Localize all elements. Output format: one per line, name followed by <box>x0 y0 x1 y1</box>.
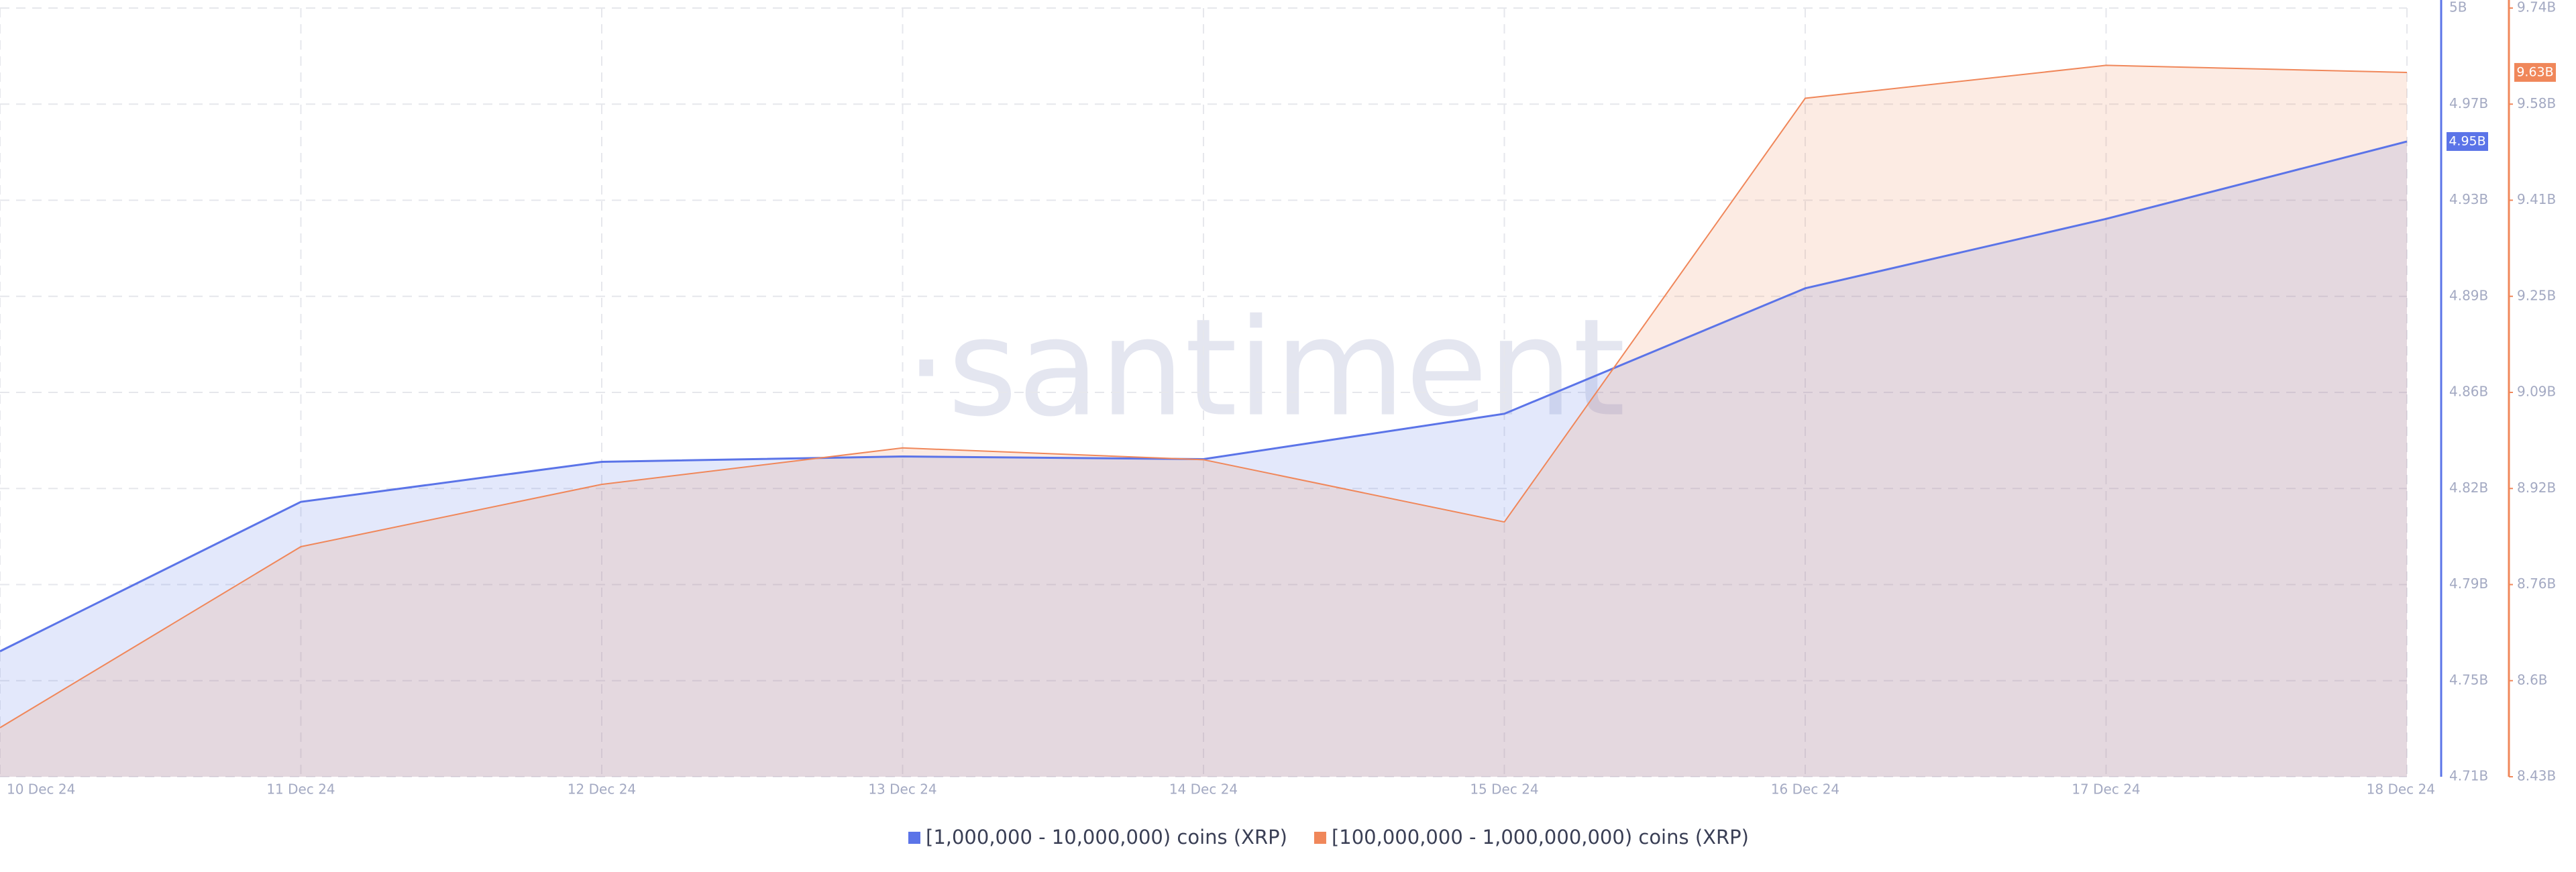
y-tick-label: 4.79B <box>2449 576 2488 592</box>
x-tick-label: 17 Dec 24 <box>2072 781 2140 798</box>
y2-tick-label: 9.09B <box>2517 384 2556 400</box>
y-tick-label: 4.86B <box>2449 384 2488 400</box>
x-tick-label: 13 Dec 24 <box>868 781 936 798</box>
y-tick-label: 4.75B <box>2449 671 2488 688</box>
x-tick-label: 15 Dec 24 <box>1470 781 1538 798</box>
legend-label: [1,000,000 - 10,000,000) coins (XRP) <box>926 826 1287 849</box>
x-tick-label: 18 Dec 24 <box>2367 781 2435 798</box>
value-tag <box>2514 62 2556 82</box>
value-label: 4.95B <box>2449 133 2485 148</box>
x-tick-label: 11 Dec 24 <box>266 781 335 798</box>
watermark: ·santiment <box>905 290 1625 447</box>
y-tick-label: 4.89B <box>2449 287 2488 303</box>
y2-tick-label: 9.74B <box>2517 0 2556 15</box>
legend-swatch <box>908 832 920 844</box>
y2-tick-label: 8.76B <box>2517 576 2556 592</box>
value-label: 9.63B <box>2516 64 2553 79</box>
x-tick-label: 14 Dec 24 <box>1169 781 1238 798</box>
y-tick-label: 4.71B <box>2449 768 2488 784</box>
line <box>0 64 2408 728</box>
y-tick-label: 4.82B <box>2449 480 2488 496</box>
legend-swatch <box>1313 832 1326 844</box>
y-tick-label: 4.97B <box>2449 95 2488 111</box>
x-tick-label: 10 Dec 24 <box>7 781 75 798</box>
x-tick-label: 12 Dec 24 <box>568 781 636 798</box>
y2-tick-label: 8.92B <box>2517 480 2556 496</box>
x-tick-label: 16 Dec 24 <box>1771 781 1839 798</box>
y2-tick-label: 9.58B <box>2517 95 2556 111</box>
y2-tick-label: 9.41B <box>2517 191 2556 207</box>
area <box>0 65 2407 777</box>
value-tag <box>2447 131 2488 151</box>
y-tick-label: 4.93B <box>2449 191 2488 207</box>
legend-label: [100,000,000 - 1,000,000,000) coins (XRP… <box>1332 826 1749 849</box>
y2-tick-label: 9.25B <box>2517 287 2556 303</box>
y-tick-label: 5B <box>2449 0 2467 15</box>
y2-tick-label: 8.6B <box>2517 671 2548 688</box>
y2-tick-label: 8.43B <box>2517 768 2556 784</box>
